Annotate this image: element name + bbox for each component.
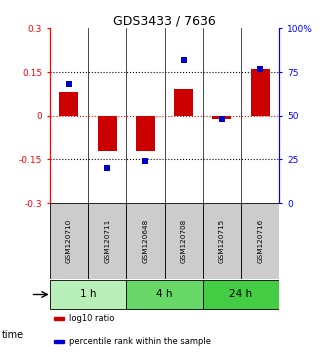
Text: GSM120648: GSM120648 [143,219,148,263]
Bar [251,69,270,116]
Text: GSM120715: GSM120715 [219,219,225,263]
Point [105,165,110,171]
Text: GSM120716: GSM120716 [257,219,263,263]
Point [219,116,224,122]
Bar [203,280,279,309]
Point [257,66,263,72]
Text: 24 h: 24 h [230,290,253,299]
Point [181,57,186,63]
Bar [50,203,88,279]
Bar [164,203,203,279]
Bar [54,340,64,343]
Text: time: time [2,330,24,341]
Text: log10 ratio: log10 ratio [69,314,114,323]
Bar [126,280,203,309]
Bar [212,116,231,119]
Bar [241,203,279,279]
Text: GSM120711: GSM120711 [104,219,110,263]
Text: percentile rank within the sample: percentile rank within the sample [69,337,211,346]
Text: 4 h: 4 h [156,290,173,299]
Bar [54,317,64,320]
Bar [136,116,155,150]
Point [66,81,72,87]
Bar [50,280,126,309]
Title: GDS3433 / 7636: GDS3433 / 7636 [113,14,216,27]
Text: 1 h: 1 h [80,290,96,299]
Point [143,158,148,164]
Bar [203,203,241,279]
Text: GSM120708: GSM120708 [181,219,187,263]
Bar [59,92,78,116]
Bar [88,203,126,279]
Bar [98,116,117,150]
Bar [126,203,164,279]
Text: GSM120710: GSM120710 [66,219,72,263]
Bar [174,90,193,116]
